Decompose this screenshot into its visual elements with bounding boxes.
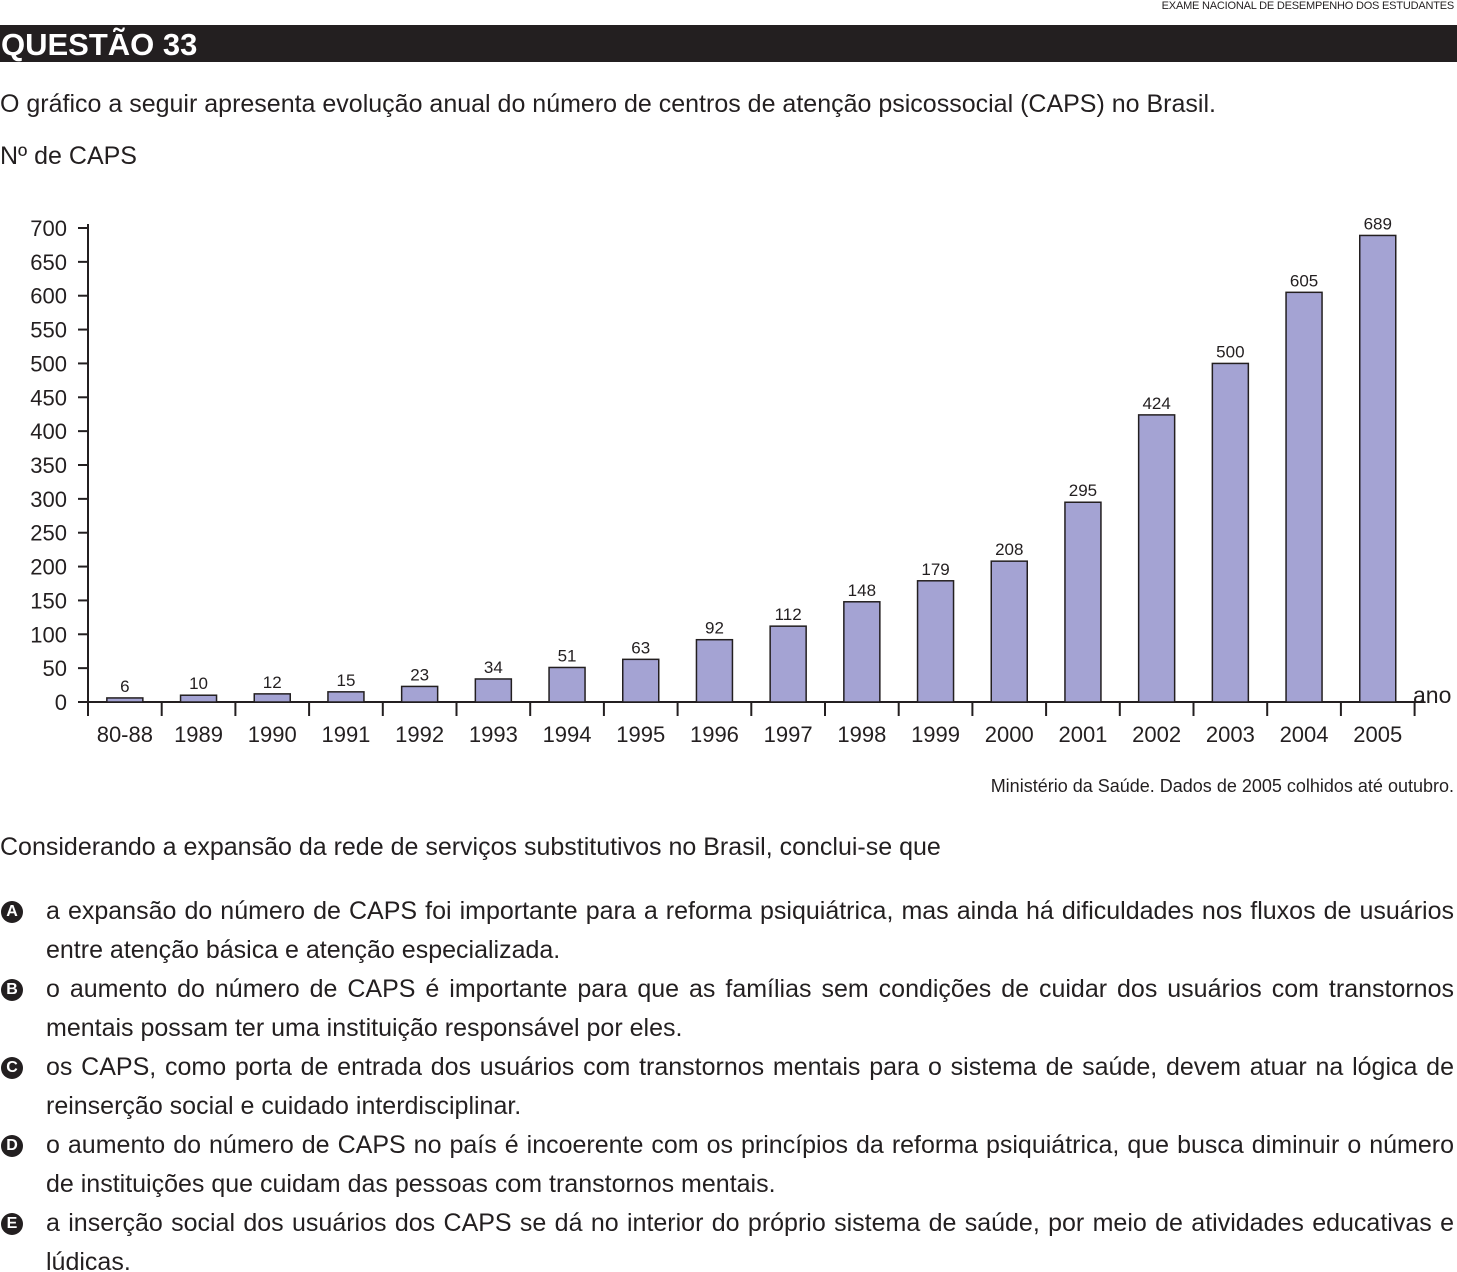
question-prompt: Considerando a expansão da rede de servi… xyxy=(0,833,941,861)
bar-80-88 xyxy=(106,697,144,703)
option-e-letter: E xyxy=(1,1213,23,1235)
y-tick-label: 600 xyxy=(30,284,67,309)
answer-options: A a expansão do número de CAPS foi impor… xyxy=(0,892,1457,1272)
y-tick-label: 450 xyxy=(30,385,67,410)
option-b-text: o aumento do número de CAPS é importante… xyxy=(46,975,1454,1042)
bar-value-label: 92 xyxy=(705,619,724,638)
bar-2003 xyxy=(1211,362,1250,703)
option-b-letter: B xyxy=(1,979,23,1001)
bar-2001 xyxy=(1064,501,1102,703)
bar-1998 xyxy=(843,601,881,703)
bar-value-label: 208 xyxy=(995,540,1023,559)
bar-value-label: 179 xyxy=(921,560,949,579)
y-tick-label: 550 xyxy=(30,318,67,343)
option-c-letter: C xyxy=(1,1057,23,1079)
x-tick-label: 1992 xyxy=(395,722,444,747)
bar-value-label: 63 xyxy=(631,638,650,657)
x-tick-label: 1995 xyxy=(616,722,665,747)
option-d[interactable]: D o aumento do número de CAPS no país é … xyxy=(0,1126,1457,1204)
bar-1994 xyxy=(548,666,586,703)
bar-1999 xyxy=(916,580,955,703)
x-tick-label: 1990 xyxy=(248,722,297,747)
x-tick-label: 2000 xyxy=(985,722,1034,747)
bar-1993 xyxy=(474,678,513,703)
bar-value-label: 148 xyxy=(848,581,876,600)
bar-2005 xyxy=(1359,234,1397,703)
bar-value-label: 10 xyxy=(189,674,208,693)
bar-1995 xyxy=(622,658,660,703)
x-tick-label: 2005 xyxy=(1353,722,1402,747)
bar-1991 xyxy=(327,691,365,703)
y-tick-label: 100 xyxy=(30,622,67,647)
option-a-letter: A xyxy=(1,901,23,923)
bar-value-label: 424 xyxy=(1142,394,1170,413)
x-axis-title: ano xyxy=(1413,682,1451,708)
x-tick-label: 1989 xyxy=(174,722,223,747)
y-tick-label: 250 xyxy=(30,521,67,546)
x-tick-label: 1994 xyxy=(543,722,592,747)
y-tick-label: 200 xyxy=(30,555,67,580)
bar-value-label: 605 xyxy=(1290,271,1318,290)
bar-value-label: 15 xyxy=(336,671,355,690)
caps-bar-chart: 0 50 100 150 200 250 300 350 400 450 500 550 600 650 7… xyxy=(30,214,1451,747)
option-b[interactable]: B o aumento do número de CAPS é importan… xyxy=(0,970,1457,1048)
option-c-text: os CAPS, como porta de entrada dos usuár… xyxy=(46,1053,1454,1120)
bar-1989 xyxy=(179,694,218,703)
x-tick-label: 2004 xyxy=(1280,722,1329,747)
x-tick-label: 1997 xyxy=(764,722,813,747)
option-e-text: a inserção social dos usuários dos CAPS … xyxy=(46,1209,1454,1272)
source-note: Ministério da Saúde. Dados de 2005 colhi… xyxy=(990,776,1454,796)
bar-value-label: 112 xyxy=(775,605,802,624)
bar-value-label: 6 xyxy=(120,677,129,696)
y-tick-label: 0 xyxy=(55,690,67,715)
x-tick-label: 1998 xyxy=(837,722,886,747)
bar-value-label: 689 xyxy=(1364,214,1392,233)
bar-value-label: 500 xyxy=(1216,342,1244,361)
y-tick-label: 650 xyxy=(30,250,67,275)
option-d-text: o aumento do número de CAPS no país é in… xyxy=(46,1131,1454,1198)
exam-header: EXAME NACIONAL DE DESEMPENHO DOS ESTUDAN… xyxy=(1161,0,1455,12)
option-a[interactable]: A a expansão do número de CAPS foi impor… xyxy=(0,892,1457,970)
intro-text: O gráfico a seguir apresenta evolução an… xyxy=(0,90,1216,118)
x-tick-label: 1999 xyxy=(911,722,960,747)
option-d-letter: D xyxy=(1,1135,23,1157)
x-tick-label: 1993 xyxy=(469,722,518,747)
y-tick-label: 400 xyxy=(30,419,67,444)
y-axis-title: Nº de CAPS xyxy=(0,142,137,170)
bar-1992 xyxy=(400,685,439,703)
bar-value-label: 295 xyxy=(1069,481,1097,500)
x-tick-label: 80-88 xyxy=(97,722,153,747)
y-tick-label: 50 xyxy=(43,656,67,681)
bar-1996 xyxy=(695,638,734,703)
x-tick-label: 1991 xyxy=(321,722,370,747)
option-c[interactable]: C os CAPS, como porta de entrada dos usu… xyxy=(0,1048,1457,1126)
bar-2004 xyxy=(1285,291,1323,703)
y-tick-label: 300 xyxy=(30,487,67,512)
y-tick-label: 150 xyxy=(30,588,67,613)
bar-1997 xyxy=(769,625,807,703)
bar-1990 xyxy=(253,693,291,703)
bar-value-label: 51 xyxy=(558,646,577,665)
bar-value-label: 23 xyxy=(410,665,429,684)
y-tick-label: 350 xyxy=(30,453,67,478)
x-tick-label: 2001 xyxy=(1058,722,1107,747)
x-tick-label: 2003 xyxy=(1206,722,1255,747)
x-tick-label: 1996 xyxy=(690,722,739,747)
bar-2000 xyxy=(990,560,1028,703)
x-tick-label: 2002 xyxy=(1132,722,1181,747)
bar-value-label: 34 xyxy=(484,658,503,677)
y-tick-label: 700 xyxy=(30,216,67,241)
bar-2002 xyxy=(1137,414,1176,703)
y-tick-label: 500 xyxy=(30,351,67,376)
option-e[interactable]: E a inserção social dos usuários dos CAP… xyxy=(0,1204,1457,1272)
question-title: QUESTÃO 33 xyxy=(0,25,1457,62)
bar-value-label: 12 xyxy=(263,673,282,692)
option-a-text: a expansão do número de CAPS foi importa… xyxy=(46,897,1454,964)
